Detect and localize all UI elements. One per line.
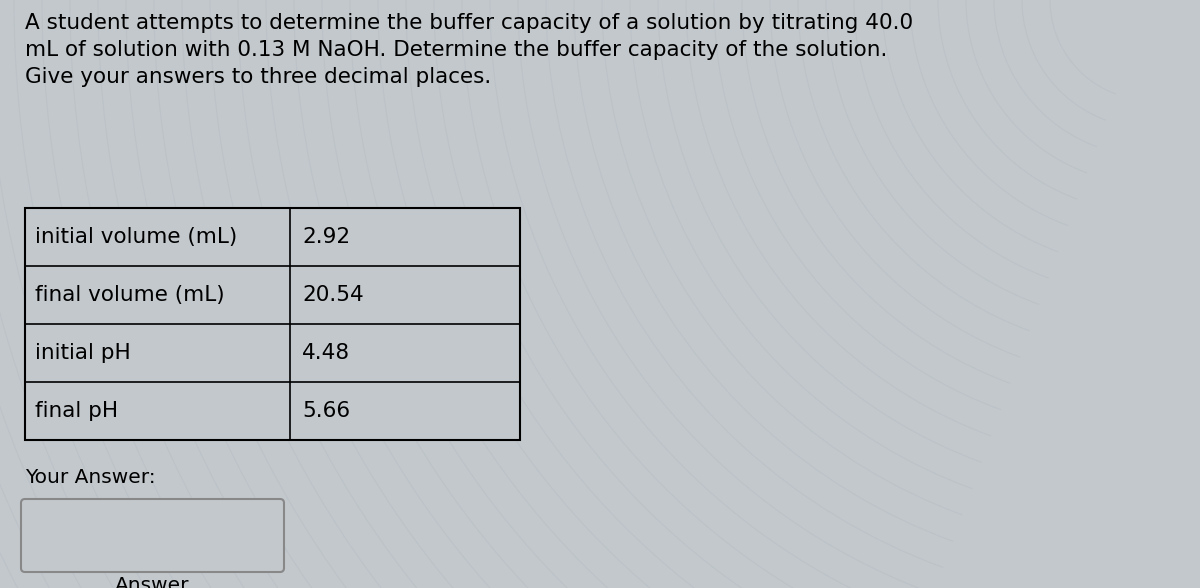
Text: 20.54: 20.54 xyxy=(302,285,364,305)
Text: final volume (mL): final volume (mL) xyxy=(35,285,224,305)
Bar xyxy=(25,208,520,440)
Text: Answer: Answer xyxy=(115,576,190,588)
Text: final pH: final pH xyxy=(35,401,118,421)
Text: 2.92: 2.92 xyxy=(302,227,350,247)
FancyBboxPatch shape xyxy=(22,499,284,572)
Text: initial volume (mL): initial volume (mL) xyxy=(35,227,238,247)
Text: A student attempts to determine the buffer capacity of a solution by titrating 4: A student attempts to determine the buff… xyxy=(25,13,913,88)
Text: 4.48: 4.48 xyxy=(302,343,350,363)
Text: initial pH: initial pH xyxy=(35,343,131,363)
Text: Your Answer:: Your Answer: xyxy=(25,468,156,487)
Text: 5.66: 5.66 xyxy=(302,401,350,421)
